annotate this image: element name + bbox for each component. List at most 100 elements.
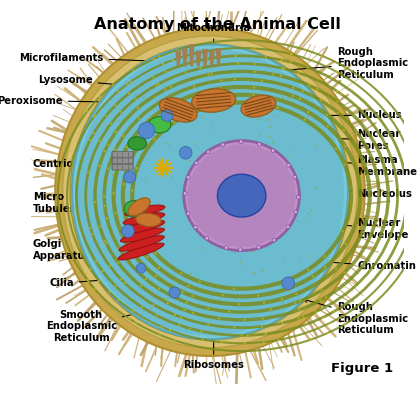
Ellipse shape: [233, 287, 235, 290]
Ellipse shape: [163, 225, 165, 226]
Ellipse shape: [292, 87, 294, 89]
Ellipse shape: [299, 98, 301, 100]
Ellipse shape: [135, 98, 137, 100]
Ellipse shape: [155, 275, 157, 277]
Ellipse shape: [151, 205, 153, 207]
Ellipse shape: [240, 261, 241, 263]
Ellipse shape: [259, 135, 261, 137]
Ellipse shape: [98, 280, 100, 282]
Ellipse shape: [254, 216, 256, 218]
Ellipse shape: [108, 265, 111, 267]
Ellipse shape: [263, 341, 265, 343]
FancyBboxPatch shape: [112, 164, 133, 170]
Ellipse shape: [117, 299, 120, 301]
Ellipse shape: [281, 322, 284, 324]
Ellipse shape: [178, 324, 181, 326]
Text: Chromatin: Chromatin: [317, 260, 416, 271]
Ellipse shape: [248, 196, 249, 198]
Ellipse shape: [311, 60, 314, 62]
Ellipse shape: [244, 342, 246, 344]
Ellipse shape: [86, 110, 88, 113]
Ellipse shape: [176, 49, 178, 51]
Ellipse shape: [235, 169, 237, 171]
Ellipse shape: [296, 195, 300, 199]
Ellipse shape: [104, 205, 106, 207]
Ellipse shape: [317, 88, 319, 90]
Text: Smooth
Endoplasmic
Reticulum: Smooth Endoplasmic Reticulum: [46, 310, 143, 343]
Ellipse shape: [241, 286, 243, 288]
Ellipse shape: [114, 212, 116, 214]
Ellipse shape: [107, 217, 108, 219]
FancyBboxPatch shape: [112, 158, 133, 164]
Ellipse shape: [93, 132, 95, 134]
Ellipse shape: [120, 111, 122, 113]
Ellipse shape: [309, 339, 311, 341]
Ellipse shape: [319, 299, 322, 301]
Ellipse shape: [131, 231, 133, 233]
Ellipse shape: [114, 104, 116, 107]
Ellipse shape: [173, 339, 176, 341]
Ellipse shape: [136, 213, 161, 226]
Ellipse shape: [103, 150, 106, 152]
Ellipse shape: [98, 96, 101, 98]
Ellipse shape: [282, 257, 284, 259]
Ellipse shape: [131, 189, 133, 192]
Ellipse shape: [128, 137, 146, 150]
Ellipse shape: [298, 309, 301, 311]
Ellipse shape: [179, 147, 192, 159]
Ellipse shape: [153, 85, 156, 87]
Ellipse shape: [282, 96, 284, 98]
Ellipse shape: [211, 73, 213, 75]
Ellipse shape: [107, 143, 109, 146]
Ellipse shape: [265, 56, 267, 58]
Ellipse shape: [126, 146, 128, 149]
Ellipse shape: [269, 136, 271, 137]
Ellipse shape: [141, 306, 143, 308]
Text: Cilia: Cilia: [49, 276, 130, 288]
Ellipse shape: [297, 71, 300, 74]
Ellipse shape: [153, 96, 155, 98]
Ellipse shape: [129, 260, 131, 261]
Ellipse shape: [116, 172, 118, 174]
Ellipse shape: [252, 94, 255, 96]
Ellipse shape: [117, 215, 119, 217]
Ellipse shape: [208, 205, 210, 207]
Ellipse shape: [167, 297, 169, 299]
Ellipse shape: [287, 98, 289, 100]
Ellipse shape: [327, 125, 329, 128]
Ellipse shape: [322, 316, 324, 318]
Ellipse shape: [291, 95, 293, 96]
Ellipse shape: [145, 278, 147, 280]
Ellipse shape: [213, 130, 215, 132]
Ellipse shape: [309, 255, 311, 257]
Ellipse shape: [241, 95, 276, 117]
Ellipse shape: [336, 90, 338, 92]
Ellipse shape: [132, 69, 134, 71]
Ellipse shape: [188, 144, 296, 247]
Ellipse shape: [120, 278, 122, 280]
Ellipse shape: [169, 114, 172, 116]
Ellipse shape: [302, 316, 304, 318]
Ellipse shape: [161, 326, 163, 328]
Text: Lysosome: Lysosome: [38, 75, 146, 89]
Ellipse shape: [271, 180, 273, 182]
Ellipse shape: [281, 67, 284, 69]
Ellipse shape: [277, 339, 279, 341]
Ellipse shape: [215, 249, 217, 251]
Ellipse shape: [286, 163, 290, 167]
Ellipse shape: [118, 120, 120, 122]
Ellipse shape: [281, 59, 283, 61]
Ellipse shape: [228, 310, 230, 313]
Ellipse shape: [219, 189, 221, 191]
Ellipse shape: [136, 263, 146, 273]
Ellipse shape: [147, 289, 149, 291]
Ellipse shape: [221, 143, 225, 147]
Ellipse shape: [189, 327, 191, 329]
Ellipse shape: [321, 289, 323, 291]
Ellipse shape: [186, 175, 190, 179]
Ellipse shape: [305, 324, 307, 325]
Ellipse shape: [257, 294, 259, 297]
Ellipse shape: [123, 213, 165, 225]
Ellipse shape: [87, 171, 89, 173]
Ellipse shape: [185, 71, 187, 73]
